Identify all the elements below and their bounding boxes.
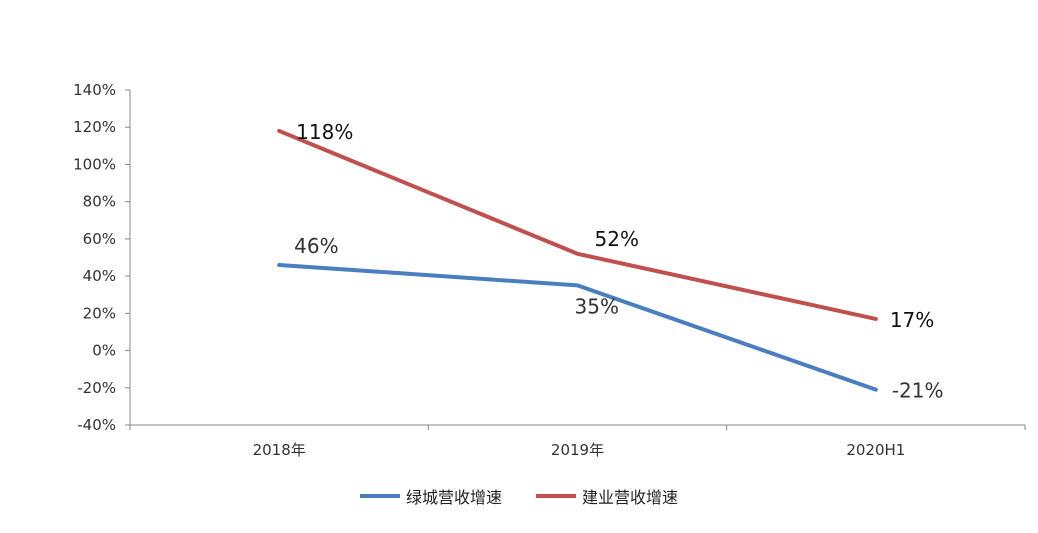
data-label: 35% — [575, 294, 619, 318]
x-tick-label: 2018年 — [253, 441, 306, 459]
series-line-1 — [277, 128, 878, 321]
legend-swatch-jianye — [536, 494, 576, 498]
x-tick-label: 2019年 — [551, 441, 604, 459]
legend-label-lvcheng: 绿城营收增速 — [405, 488, 502, 507]
series-line-0 — [277, 262, 878, 392]
legend-item-lvcheng: 绿城营收增速 — [359, 484, 502, 508]
legend-label-jianye: 建业营收增速 — [582, 488, 679, 507]
y-tick-label: 120% — [73, 118, 116, 136]
y-tick-label: 80% — [83, 193, 116, 211]
data-label: 118% — [296, 120, 353, 144]
y-tick-label: 100% — [73, 155, 116, 173]
y-tick-label: 40% — [83, 267, 116, 285]
line-chart: 140% 120% 100% 80% 60% 40% 20% 0% -20% -40% 2018年… — [73, 81, 1026, 459]
data-label: 52% — [595, 227, 639, 251]
legend-swatch-lvcheng — [359, 494, 400, 498]
y-axis: 140% 120% 100% 80% 60% 40% 20% 0% -20% -40% — [73, 81, 131, 434]
data-label: 17% — [890, 308, 934, 332]
legend-item-jianye: 建业营收增速 — [536, 484, 678, 508]
data-label: 46% — [294, 234, 338, 258]
data-label: -21% — [892, 379, 944, 403]
y-tick-label: 0% — [92, 342, 116, 360]
y-tick-label: -20% — [77, 379, 116, 397]
y-tick-label: 140% — [73, 81, 116, 99]
y-tick-label: -40% — [77, 416, 116, 434]
series-group: 46% 35% -21% 118% 52% 17% — [277, 120, 944, 403]
x-axis: 2018年 2019年 2020H1 — [129, 424, 1026, 459]
y-tick-label: 20% — [83, 304, 116, 322]
y-tick-label: 60% — [83, 230, 116, 248]
x-tick-label: 2020H1 — [846, 441, 905, 459]
legend: 绿城营收增速 建业营收增速 — [0, 484, 1038, 508]
